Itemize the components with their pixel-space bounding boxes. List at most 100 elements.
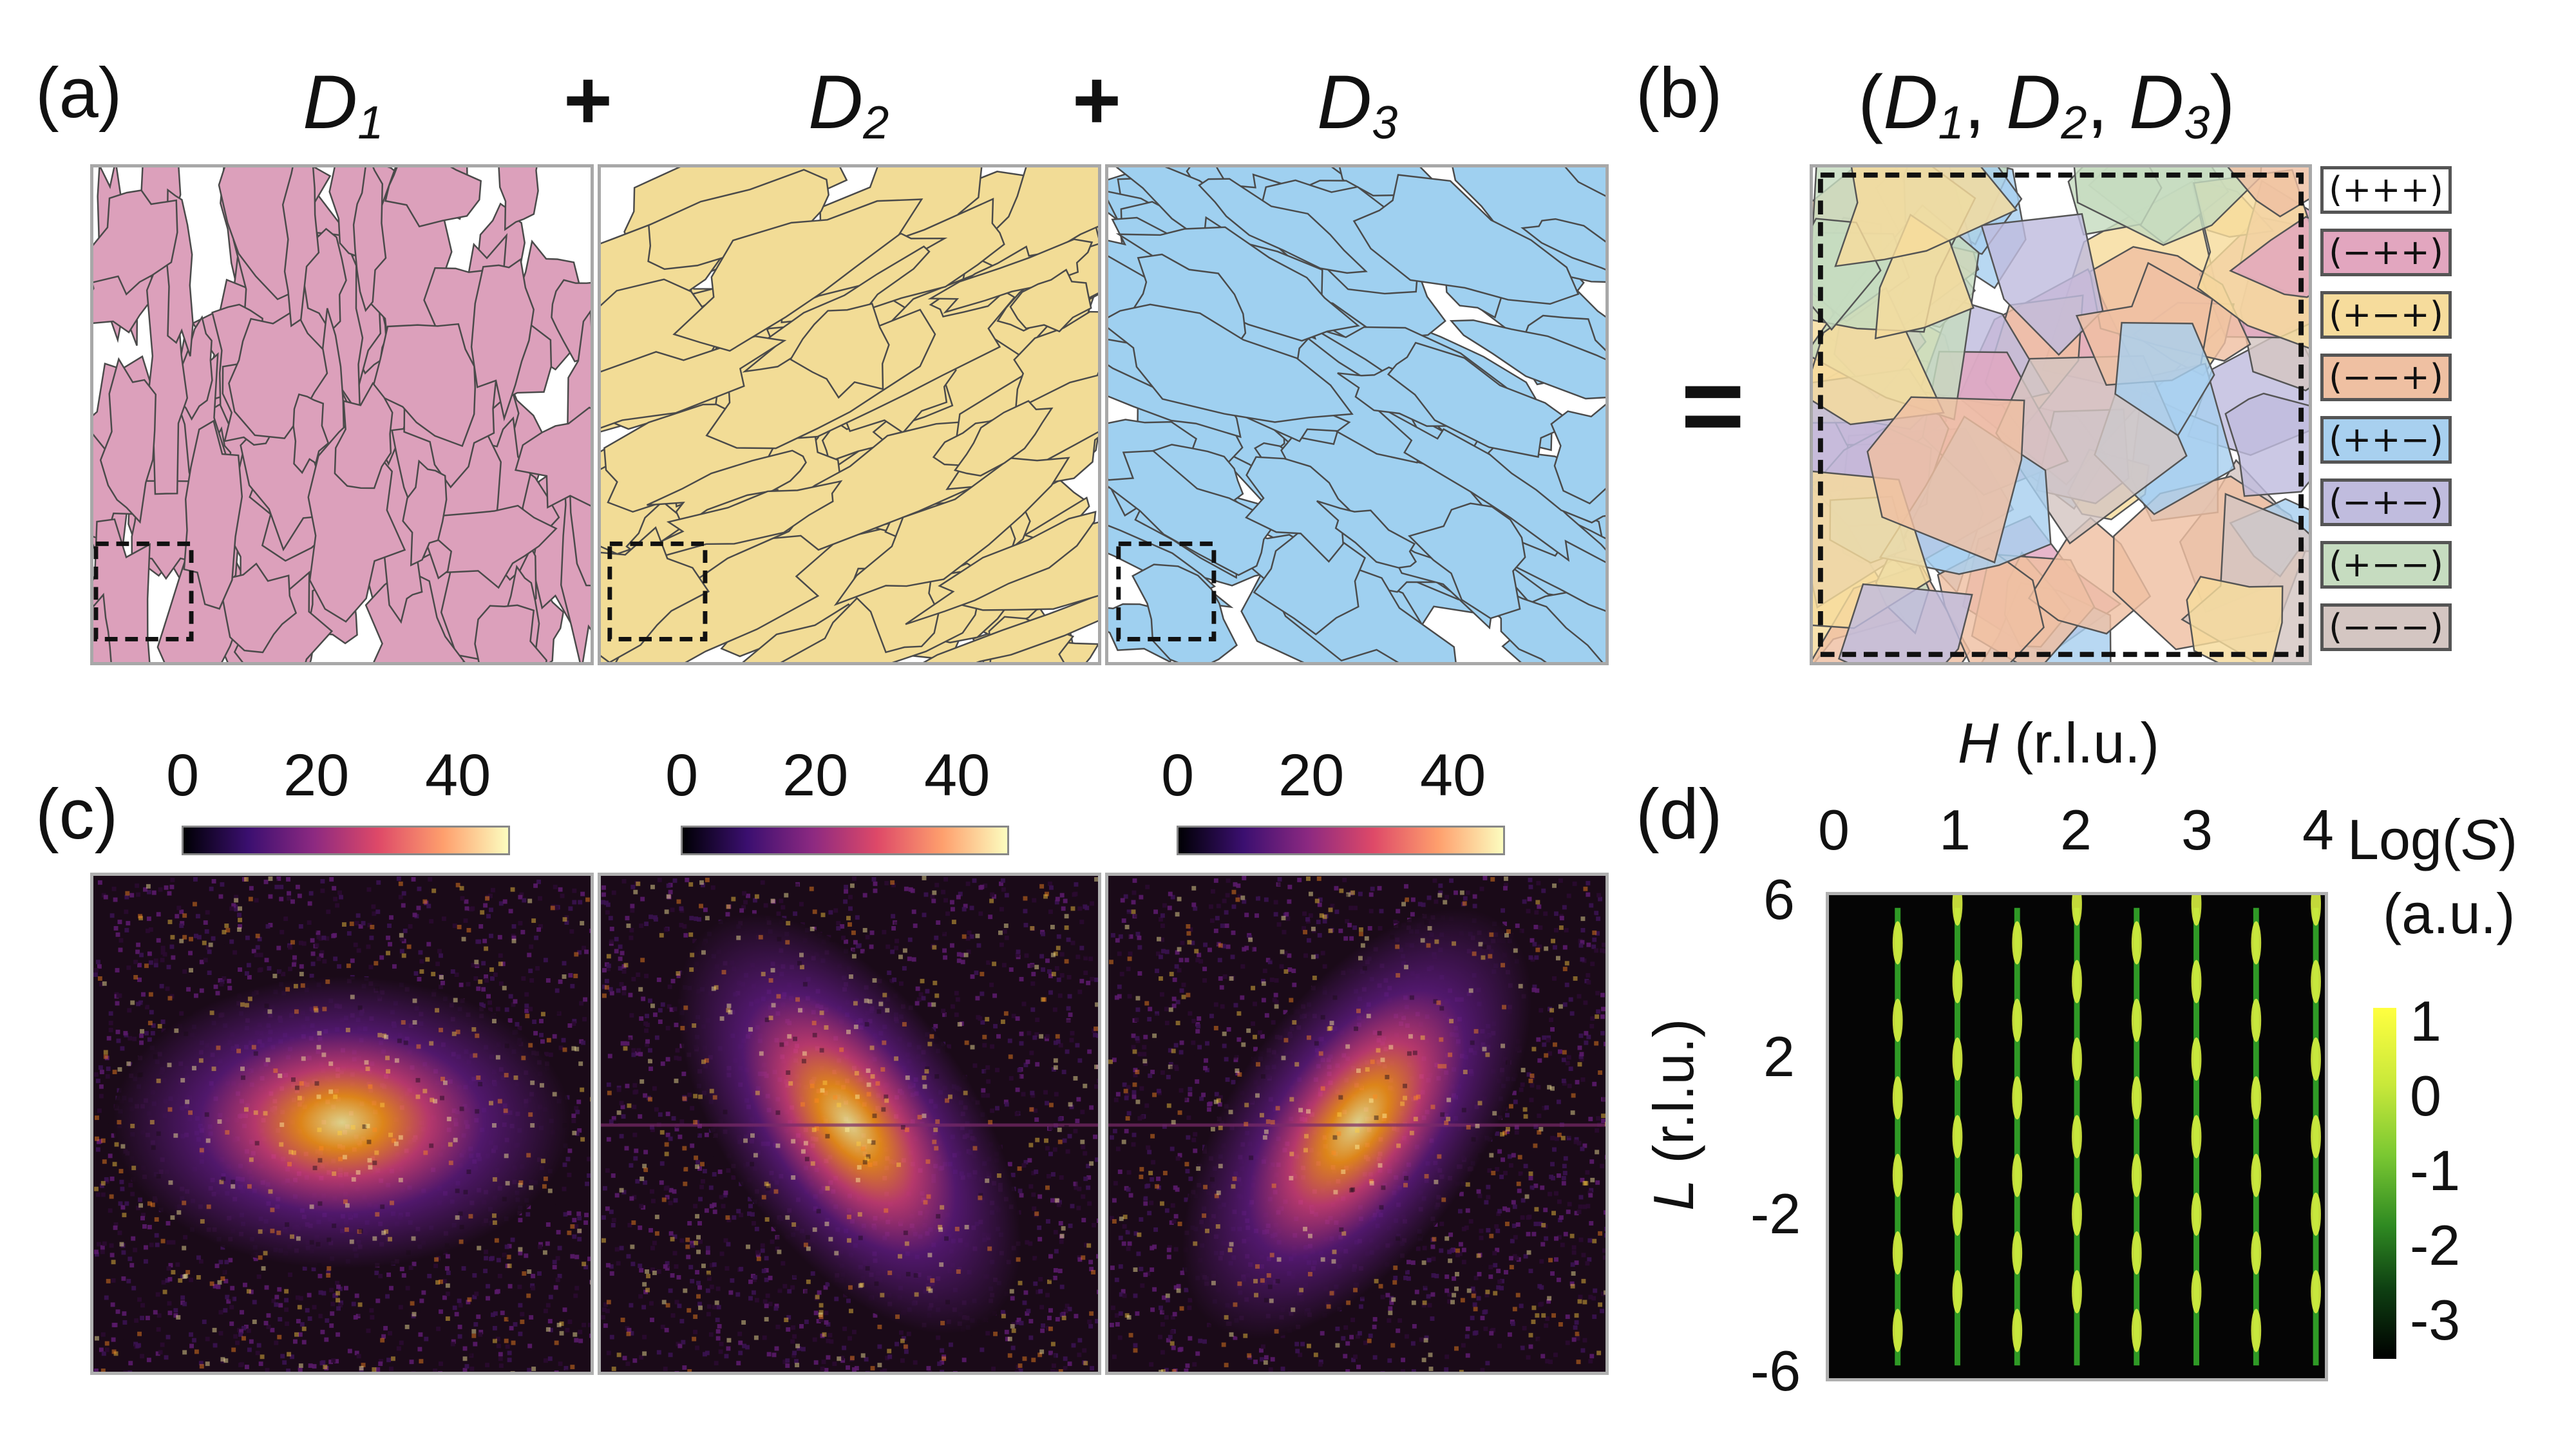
- speckle-pixel: [696, 1235, 701, 1240]
- speckle-pixel: [528, 1043, 533, 1048]
- speckle-pixel: [753, 1153, 758, 1158]
- speckle-pixel: [457, 1324, 462, 1329]
- speckle-pixel: [1124, 1092, 1130, 1097]
- speckle-pixel: [321, 935, 327, 940]
- speckle-pixel: [1028, 1142, 1034, 1148]
- speckle-pixel: [482, 938, 488, 943]
- speckle-pixel: [246, 1328, 251, 1333]
- combined-domain-map-svg: [1813, 167, 2309, 662]
- speckle-pixel: [350, 958, 355, 963]
- speckle-pixel: [794, 1316, 799, 1321]
- speckle-pixel: [828, 1236, 833, 1242]
- speckle-pixel: [631, 1052, 636, 1057]
- speckle-pixel: [526, 1293, 531, 1298]
- speckle-pixel: [959, 1021, 964, 1026]
- domain-region: [601, 526, 710, 662]
- speckle-pixel: [751, 1221, 756, 1226]
- speckle-pixel: [786, 1070, 791, 1075]
- speckle-pixel: [408, 1265, 413, 1271]
- speckle-pixel: [1087, 1320, 1092, 1324]
- speckle-pixel: [754, 1226, 759, 1231]
- speckle-pixel: [1047, 969, 1052, 974]
- speckle-pixel: [148, 960, 153, 965]
- speckle-pixel: [342, 922, 346, 927]
- speckle-pixel: [120, 1046, 125, 1051]
- speckle-pixel: [907, 937, 913, 942]
- speckle-pixel: [579, 1001, 584, 1006]
- speckle-pixel: [354, 1293, 359, 1298]
- speckle-pixel: [1262, 969, 1267, 974]
- speckle-pixel: [614, 949, 619, 954]
- speckle-pixel: [527, 1368, 532, 1372]
- speckle-pixel: [854, 1366, 859, 1371]
- speckle-pixel: [160, 1019, 166, 1025]
- speckle-pixel: [802, 981, 808, 987]
- speckle-pixel: [562, 1307, 567, 1312]
- speckle-pixel: [277, 1287, 282, 1292]
- speckle-pixel: [799, 952, 804, 958]
- speckle-pixel: [518, 1247, 523, 1252]
- speckle-pixel: [229, 1321, 234, 1326]
- speckle-pixel: [399, 936, 404, 942]
- speckle-pixel: [723, 1238, 728, 1243]
- speckle-pixel: [182, 1245, 187, 1251]
- domain-region: [1108, 303, 1354, 423]
- speckle-pixel: [632, 1358, 638, 1363]
- speckle-pixel: [108, 1021, 113, 1025]
- speckle-pixel: [714, 1361, 719, 1366]
- speckle-pixel: [554, 905, 559, 911]
- speckle-pixel: [437, 949, 442, 954]
- speckle-pixel: [692, 938, 697, 943]
- speckle-pixel: [1187, 1305, 1192, 1311]
- speckle-pixel: [1083, 1361, 1088, 1366]
- speckle-pixel: [824, 1368, 829, 1372]
- speckle-pixel: [1177, 1153, 1182, 1158]
- speckle-pixel: [1165, 1298, 1170, 1303]
- speckle-pixel: [1431, 1273, 1436, 1278]
- speckle-pixel: [648, 1097, 652, 1102]
- speckle-pixel: [299, 1081, 304, 1086]
- speckle-pixel: [582, 1262, 587, 1267]
- speckle-pixel: [1264, 1013, 1269, 1018]
- speckle-pixel: [929, 1034, 934, 1039]
- speckle-pixel: [243, 1107, 249, 1112]
- speckle-pixel: [287, 1352, 292, 1357]
- speckle-pixel: [705, 1288, 710, 1293]
- speckle-pixel: [478, 1081, 483, 1086]
- colorbar3-tick-40: 40: [1420, 743, 1486, 808]
- speckle-pixel: [572, 1218, 577, 1223]
- speckle-pixel: [880, 1293, 885, 1298]
- speckle-pixel: [484, 1256, 489, 1261]
- speckle-pixel: [508, 909, 513, 914]
- speckle-pixel: [1258, 1348, 1264, 1353]
- speckle-pixel: [417, 976, 422, 981]
- speckle-pixel: [440, 1076, 445, 1081]
- speckle-pixel: [145, 928, 150, 933]
- speckle-pixel: [1372, 1355, 1378, 1360]
- speckle-pixel: [402, 928, 408, 933]
- zoom-box-combined: [1817, 172, 2304, 658]
- speckle-pixel: [171, 955, 176, 960]
- speckle-pixel: [176, 1315, 181, 1320]
- speckle-pixel: [1193, 906, 1198, 911]
- speckle-pixel: [951, 920, 956, 925]
- speckle-pixel: [188, 1110, 193, 1115]
- speckle-pixel: [683, 1288, 688, 1293]
- speckle-pixel: [894, 1056, 899, 1061]
- speckle-pixel: [474, 1291, 479, 1296]
- domain-region: [402, 459, 448, 567]
- speckle-pixel: [891, 882, 896, 887]
- speckle-pixel: [754, 1298, 759, 1303]
- speckle-pixel: [527, 898, 533, 904]
- speckle-pixel: [609, 1271, 614, 1276]
- speckle-pixel: [573, 1293, 578, 1298]
- speckle-pixel: [748, 1296, 753, 1301]
- speckle-pixel: [370, 925, 375, 929]
- speckle-pixel: [773, 1189, 779, 1194]
- speckle-pixel: [1188, 1011, 1193, 1016]
- speckle-pixel: [881, 1107, 886, 1112]
- speckle-pixel: [162, 915, 167, 920]
- speckle-pixel: [935, 1119, 940, 1124]
- speckle-pixel: [926, 1366, 931, 1371]
- speckle-pixel: [1000, 1310, 1005, 1315]
